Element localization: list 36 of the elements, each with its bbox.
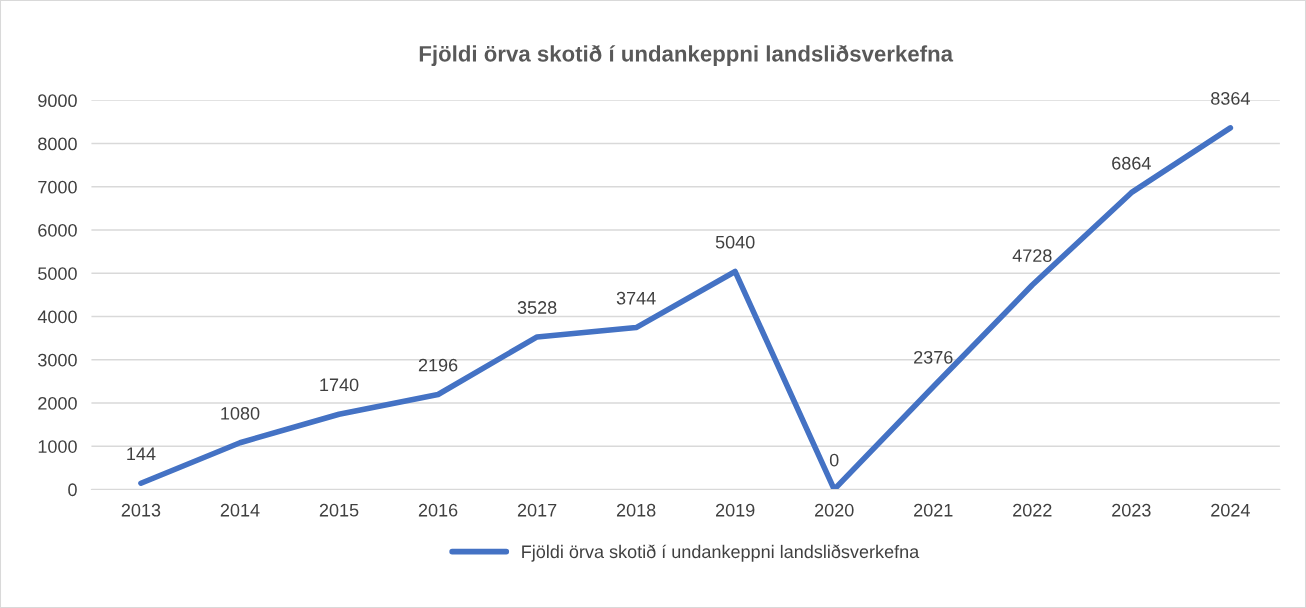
- data-label: 1740: [320, 378, 359, 392]
- data-label: 6864: [1112, 156, 1151, 170]
- data-label: 5040: [715, 235, 755, 249]
- data-label: 4728: [1012, 249, 1052, 263]
- y-tick-label: 2000: [38, 396, 77, 410]
- x-tick-label: 2016: [418, 503, 458, 517]
- y-tick-label: 3000: [38, 353, 77, 367]
- legend-label: Fjöldi örva skotið í undankeppni landsliðsverkefna: [522, 544, 920, 562]
- data-label: 8364: [1211, 92, 1250, 105]
- x-tick-label: 2017: [517, 503, 557, 517]
- y-tick-label: 5000: [38, 267, 77, 280]
- data-label: 0: [829, 453, 839, 467]
- x-tick-label: 2020: [815, 503, 854, 517]
- x-tick-label: 2022: [1013, 503, 1052, 517]
- y-tick-label: 9000: [38, 94, 77, 108]
- x-tick-label: 2019: [716, 503, 755, 517]
- data-label: 3744: [616, 291, 656, 305]
- y-tick-label: 7000: [38, 180, 77, 194]
- x-tick-label: 2018: [616, 503, 656, 517]
- x-tick-label: 2015: [319, 503, 359, 517]
- chart-title: Fjöldi örva skotið í undankeppni landsliðsverkefna: [419, 45, 954, 67]
- data-label: 2376: [914, 350, 953, 364]
- y-tick-label: 6000: [38, 223, 77, 237]
- x-tick-label: 2013: [121, 503, 161, 517]
- data-label: 144: [127, 447, 156, 461]
- data-label: 1080: [221, 406, 260, 420]
- data-label: 2196: [418, 358, 458, 372]
- x-tick-label: 2024: [1211, 503, 1250, 517]
- x-tick-label: 2023: [1112, 503, 1151, 517]
- y-tick-label: 8000: [38, 137, 77, 151]
- x-tick-label: 2021: [914, 503, 953, 517]
- data-label: 3528: [517, 301, 557, 314]
- y-tick-label: 0: [68, 483, 77, 497]
- x-tick-label: 2014: [220, 503, 260, 517]
- y-tick-label: 1000: [38, 440, 77, 453]
- y-tick-label: 4000: [37, 310, 77, 324]
